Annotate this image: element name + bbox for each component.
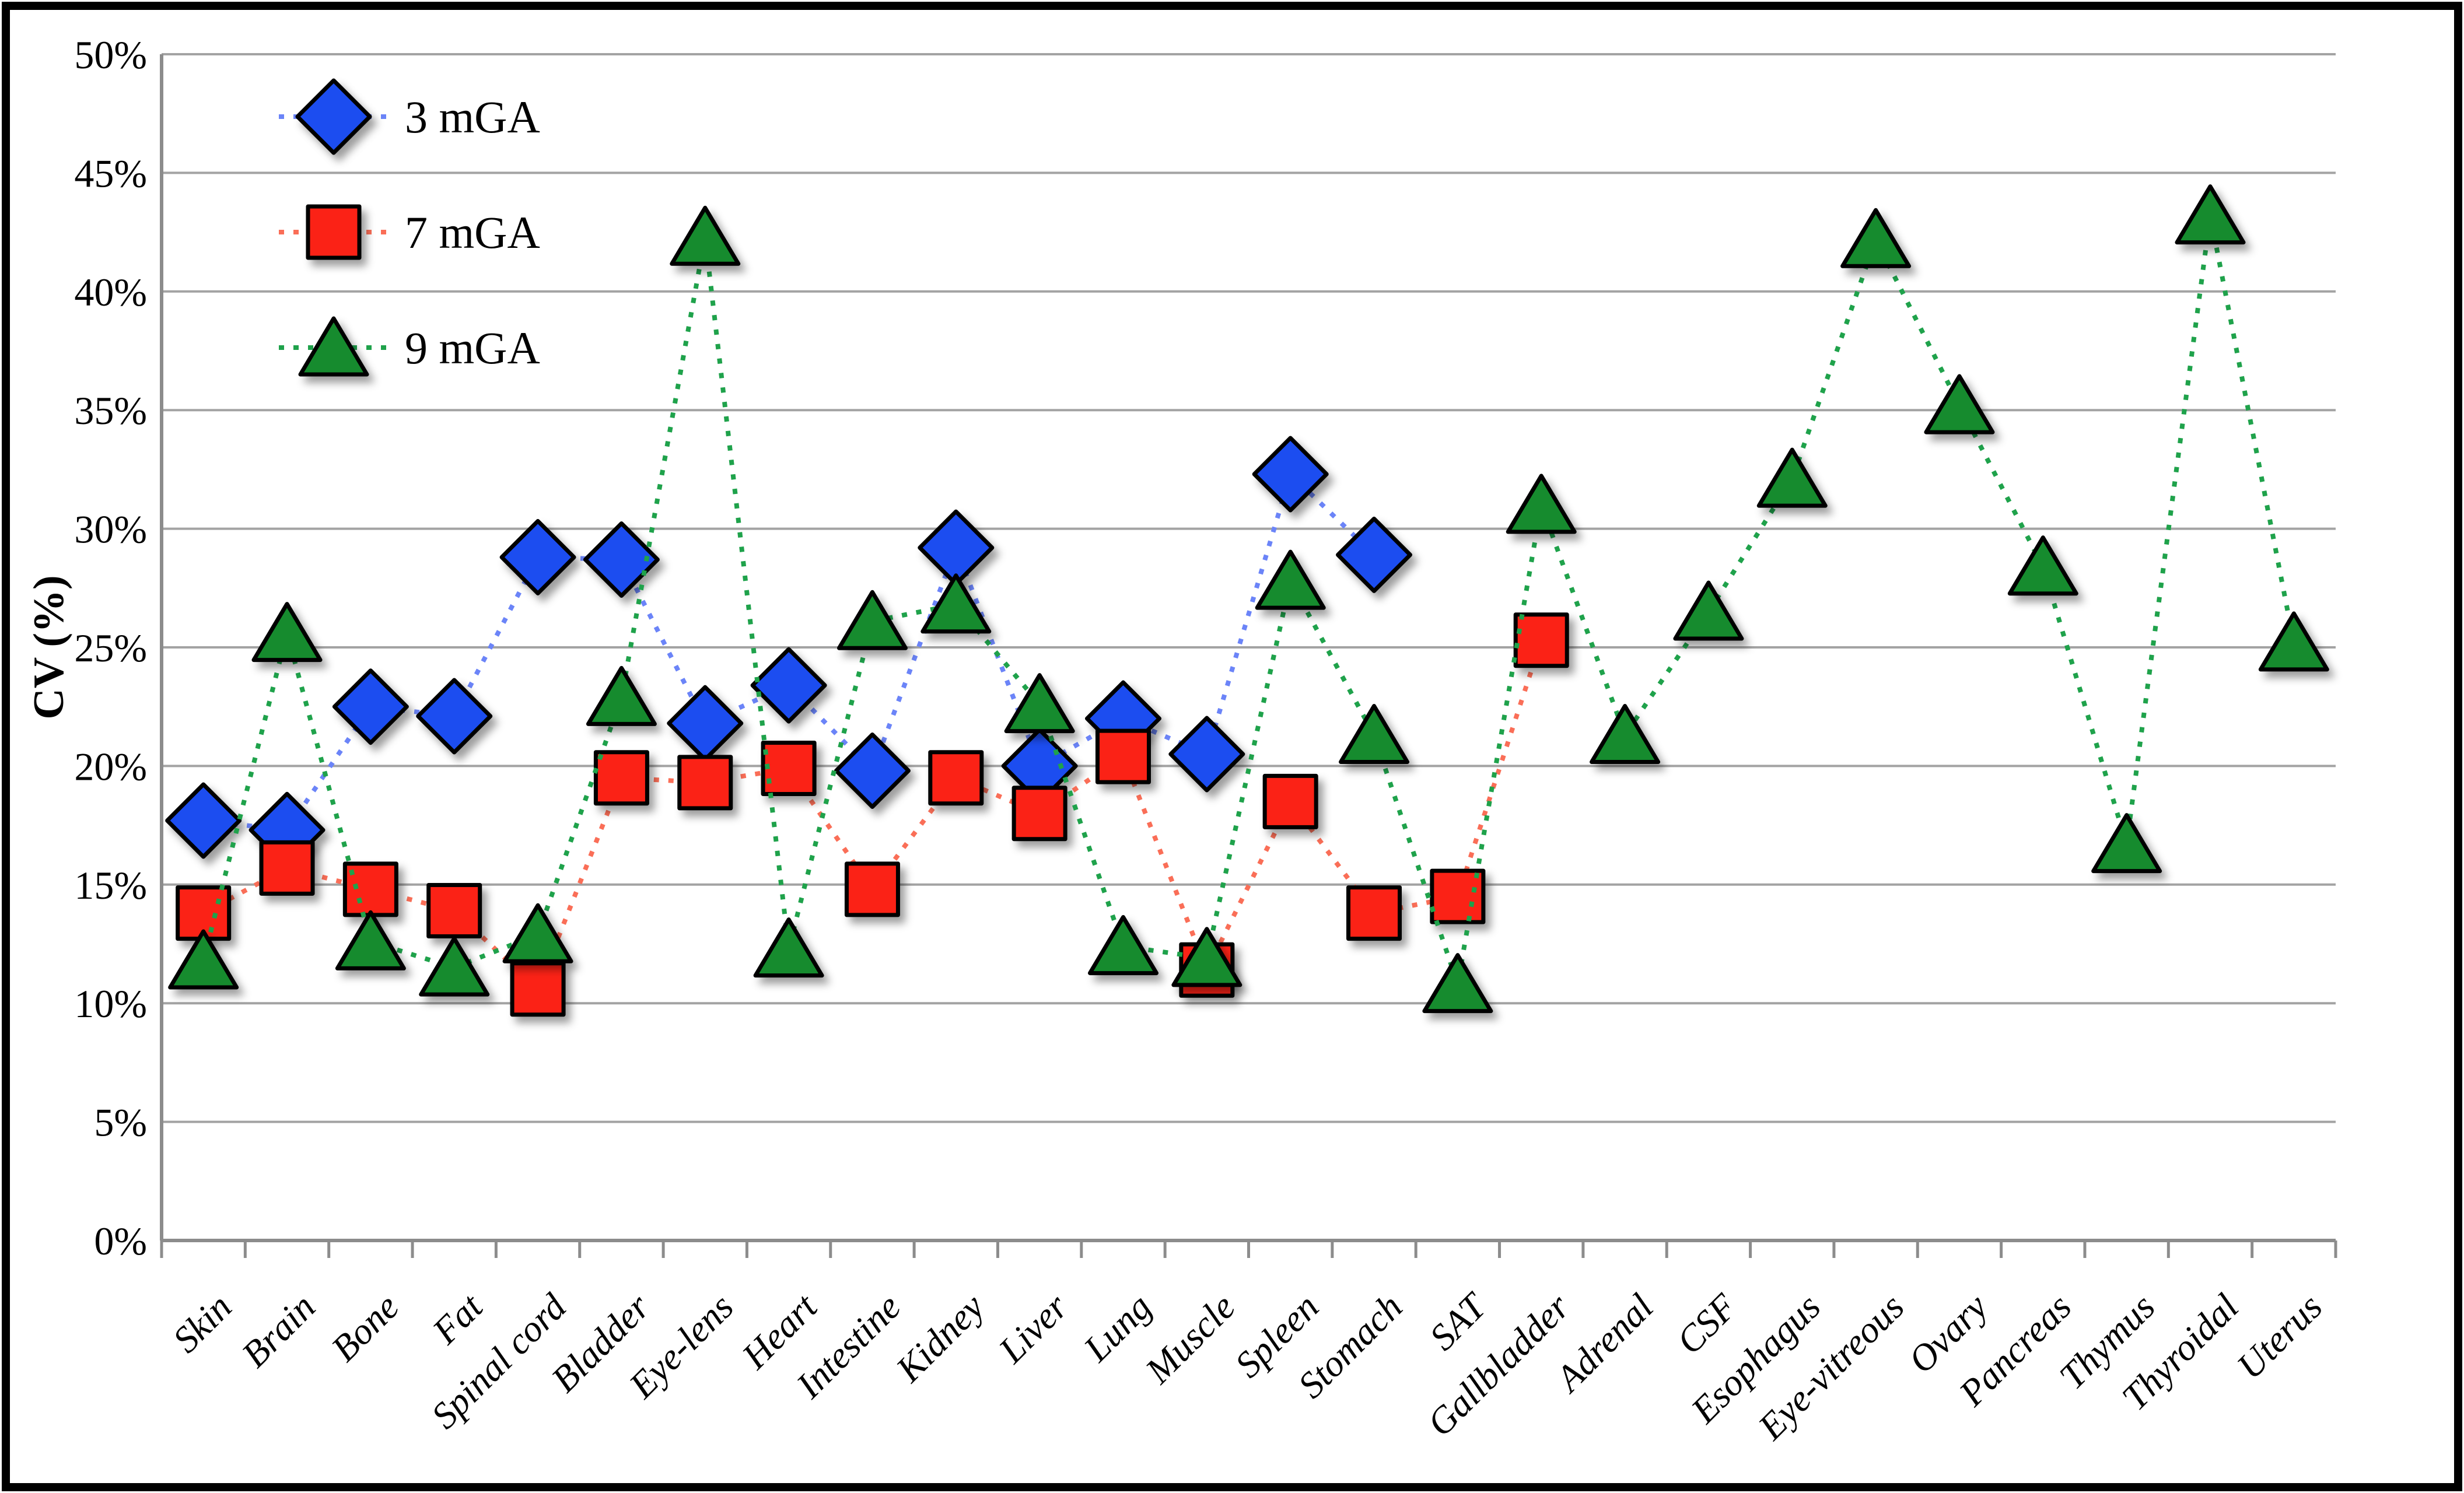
- legend-label: 7 mGA: [405, 207, 540, 258]
- marker-9-mga-bladder: [586, 665, 657, 726]
- marker-9-mga-uterus: [2258, 611, 2329, 672]
- marker-7-mga-lung: [1095, 728, 1151, 784]
- marker-7-mga-sat: [1430, 868, 1486, 924]
- marker-3-mga-bone: [332, 668, 409, 745]
- marker-3-mga-heart: [750, 647, 827, 724]
- legend-item-3-mga: 3 mGA: [279, 78, 540, 155]
- marker-7-mga-spleen: [1262, 773, 1318, 829]
- marker-9-mga-fat: [419, 936, 490, 997]
- marker-9-mga-thyroidal: [2175, 184, 2246, 245]
- marker-9-mga-kidney: [921, 573, 992, 634]
- y-tick-label: 5%: [94, 1101, 147, 1145]
- legend-diamond-icon: [295, 78, 372, 155]
- legend-item-9-mga: 9 mGA: [279, 316, 540, 377]
- x-tick-label-fat: Fat: [424, 1285, 491, 1352]
- x-tick-label-liver: Liver: [991, 1285, 1076, 1371]
- x-tick-label-kidney: Kidney: [888, 1285, 993, 1390]
- y-tick-label: 20%: [74, 744, 147, 788]
- marker-9-mga-bone: [335, 910, 406, 970]
- marker-9-mga-ovary: [1924, 374, 1995, 434]
- legend-item-7-mga: 7 mGA: [279, 204, 540, 260]
- series-line-9-mga: [201, 215, 2297, 985]
- marker-3-mga-spinal-cord: [499, 518, 576, 595]
- marker-9-mga-brain: [251, 602, 323, 663]
- legend-label: 3 mGA: [405, 92, 540, 142]
- series-line-3-mga: [203, 469, 1376, 833]
- marker-7-mga-intestine: [844, 861, 900, 917]
- legend: 3 mGA 7 mGA 9 mGA: [279, 78, 540, 377]
- marker-3-mga-intestine: [834, 733, 911, 809]
- y-tick-label: 0%: [94, 1219, 147, 1263]
- marker-9-mga-intestine: [836, 590, 908, 650]
- series-line-7-mga: [202, 639, 1544, 993]
- marker-7-mga-fat: [426, 883, 482, 939]
- y-tick-label: 15%: [74, 863, 147, 907]
- x-tick-label-sat: SAT: [1422, 1284, 1496, 1358]
- marker-3-mga-stomach: [1336, 516, 1413, 593]
- series-3-mga: [165, 436, 1413, 868]
- marker-9-mga-eye-lens: [670, 205, 741, 266]
- marker-9-mga-spleen: [1255, 549, 1326, 610]
- y-tick-label: 10%: [74, 982, 147, 1026]
- marker-3-mga-skin: [165, 782, 242, 859]
- y-axis-labels: 0% 5% 10% 15% 20% 25% 30% 35% 40% 45% 50%: [74, 33, 147, 1263]
- x-tick-label-skin: Skin: [164, 1286, 239, 1361]
- marker-7-mga-eye-lens: [677, 755, 733, 811]
- marker-3-mga-spleen: [1252, 436, 1329, 513]
- marker-9-mga-stomach: [1339, 704, 1410, 765]
- marker-9-mga-lung: [1087, 915, 1158, 976]
- y-tick-label: 30%: [74, 507, 147, 552]
- marker-3-mga-bladder: [583, 521, 660, 598]
- marker-7-mga-spinal-cord: [510, 961, 566, 1017]
- marker-7-mga-kidney: [928, 750, 984, 806]
- y-axis-title: CV (%): [25, 575, 73, 719]
- marker-3-mga-eye-lens: [667, 685, 744, 762]
- marker-7-mga-liver: [1012, 786, 1068, 842]
- marker-3-mga-muscle: [1168, 716, 1245, 793]
- marker-9-mga-eye-vitreous: [1840, 208, 1912, 268]
- marker-9-mga-pancreas: [2007, 535, 2078, 596]
- x-tick-label-muscle: Muscle: [1137, 1286, 1243, 1392]
- marker-9-mga-skin: [168, 929, 239, 990]
- y-tick-label: 50%: [74, 33, 147, 77]
- marker-9-mga-heart: [753, 917, 824, 978]
- marker-9-mga-adrenal: [1590, 704, 1661, 765]
- marker-9-mga-gallbladder: [1506, 474, 1577, 534]
- marker-9-mga-csf: [1673, 580, 1744, 641]
- axes: [160, 54, 2337, 1258]
- series-7-mga: [176, 612, 1569, 1017]
- marker-7-mga-stomach: [1346, 885, 1402, 941]
- marker-7-mga-heart: [761, 740, 817, 796]
- marker-7-mga-gallbladder: [1513, 612, 1569, 668]
- x-tick-label-uterus: Uterus: [2229, 1286, 2330, 1387]
- marker-3-mga-fat: [416, 678, 493, 755]
- legend-label: 9 mGA: [405, 323, 540, 373]
- marker-9-mga-thymus: [2091, 813, 2162, 874]
- marker-9-mga-spinal-cord: [502, 903, 573, 963]
- y-tick-label: 25%: [74, 626, 147, 670]
- series-9-mga: [168, 184, 2329, 1014]
- y-tick-label: 35%: [74, 388, 147, 433]
- x-tick-label-brain: Brain: [234, 1286, 323, 1375]
- marker-3-mga-kidney: [918, 509, 995, 586]
- x-tick-label-bone: Bone: [323, 1286, 407, 1369]
- marker-7-mga-brain: [259, 840, 315, 896]
- legend-triangle-icon: [298, 316, 369, 377]
- marker-7-mga-bladder: [593, 750, 649, 806]
- marker-9-mga-muscle: [1171, 927, 1242, 987]
- legend-square-icon: [306, 204, 362, 260]
- marker-9-mga-sat: [1422, 953, 1493, 1014]
- marker-9-mga-liver: [1004, 673, 1075, 734]
- y-tick-label: 40%: [74, 270, 147, 314]
- marker-9-mga-esophagus: [1756, 447, 1828, 508]
- y-tick-label: 45%: [74, 151, 147, 195]
